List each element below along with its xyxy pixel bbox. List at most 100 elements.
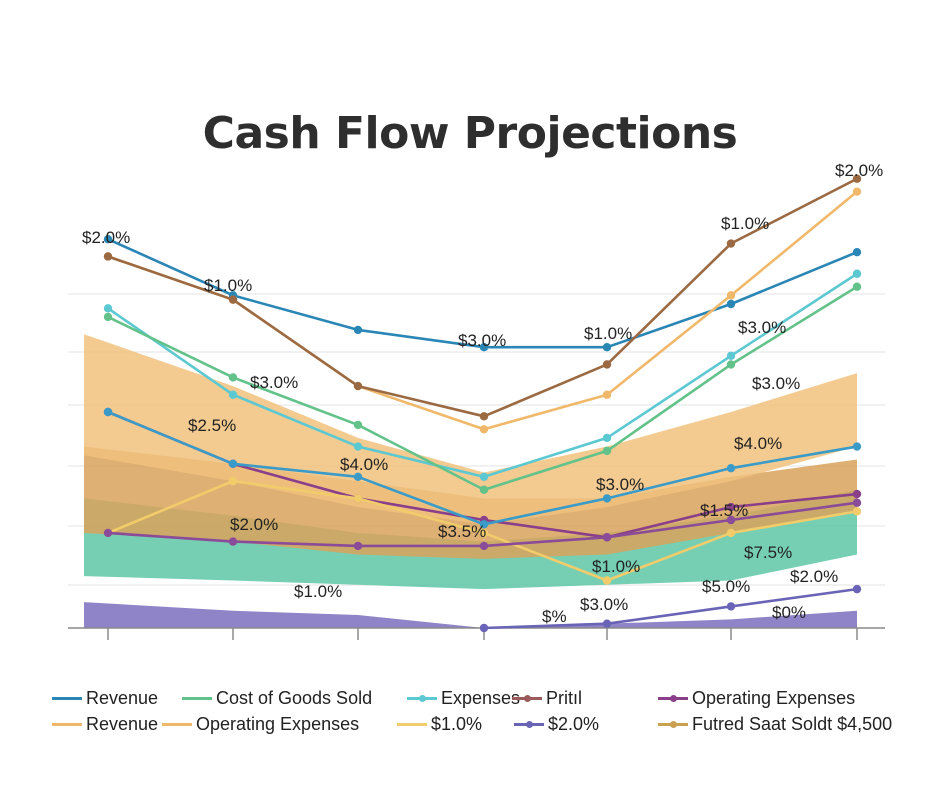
point-s2-6	[852, 174, 862, 183]
point-s3-5	[726, 351, 736, 361]
data-labels: $2.0% $1.0% $3.0% $1.0% $3.0% $1.0% $2.0% $3.0%…	[82, 161, 883, 626]
legend-label-1: Cost of Goods Sold	[216, 688, 373, 708]
point-s5-5	[726, 502, 736, 512]
legend-item-9: Futred Saat Soldt $4,500	[658, 714, 892, 735]
point-s4-3	[479, 485, 489, 494]
chart-plot-area: $2.0% $1.0% $3.0% $1.0% $3.0% $1.0% $2.0% $3.0%…	[68, 161, 885, 640]
chart-title: Cash Flow Projections	[202, 108, 738, 159]
point-s7-0	[103, 407, 113, 417]
point-s5-6	[852, 489, 862, 499]
point-s0-5	[726, 299, 736, 309]
legend-swatch-5	[52, 723, 82, 726]
legend-item-3: Pritıl	[512, 688, 582, 709]
point-s0-3	[479, 343, 489, 352]
point-s4-6	[852, 282, 862, 291]
point-s6-1	[228, 476, 238, 486]
point-s7-1	[228, 459, 238, 469]
legend-item-6: Operating Expenses	[162, 714, 359, 735]
point-s2-4	[602, 360, 612, 369]
point-s1-5	[726, 291, 736, 300]
point-s2-3	[479, 412, 489, 421]
point-s8-1	[228, 537, 238, 546]
data-label-21: $5.0%	[702, 577, 750, 596]
point-s7-2	[353, 472, 363, 481]
point-s7-5	[726, 463, 736, 473]
point-s4-5	[726, 360, 736, 369]
point-s3-0	[103, 304, 113, 313]
point-s2-0	[103, 252, 113, 261]
legend-item-7: $1.0%	[397, 714, 482, 735]
point-s0-4	[602, 343, 612, 352]
point-s9-2	[726, 602, 736, 611]
band-teal	[84, 489, 857, 590]
legend-marker-4	[670, 694, 677, 702]
point-s9-3	[852, 584, 862, 594]
point-s3-2	[353, 442, 363, 451]
data-label-16: $7.5%	[744, 543, 792, 562]
data-label-17: $1.0%	[592, 557, 640, 576]
point-s8-5	[726, 515, 736, 525]
data-label-4: $3.0%	[250, 373, 298, 392]
data-label-11: $4.0%	[734, 434, 782, 453]
legend-item-0: Revenue	[52, 688, 158, 709]
data-label-23: $0%	[772, 603, 806, 622]
point-s1-4	[602, 390, 612, 399]
point-s0-0	[103, 235, 113, 244]
data-label-15: $2.0%	[230, 515, 278, 534]
data-label-18: $1.0%	[294, 582, 342, 601]
point-s3-1	[228, 390, 238, 399]
point-s4-2	[353, 420, 363, 430]
point-s2-2	[353, 381, 363, 391]
point-s6-2	[353, 494, 363, 503]
data-label-22: $2.0%	[790, 567, 838, 586]
data-label-2: $3.0%	[458, 331, 506, 350]
point-s1-6	[852, 187, 862, 196]
legend-label-3: Pritıl	[546, 688, 582, 708]
point-s8-3	[479, 541, 489, 551]
point-s6-4	[602, 576, 612, 585]
data-label-6: $2.0%	[835, 161, 883, 180]
data-label-8: $3.0%	[752, 374, 800, 393]
data-label-0: $2.0%	[82, 228, 130, 247]
data-label-20: $3.0%	[580, 595, 628, 614]
legend-swatch-2	[407, 694, 437, 702]
legend-swatch-0	[52, 697, 82, 700]
legend-marker-3	[524, 694, 531, 702]
legend-label-6: Operating Expenses	[196, 714, 360, 734]
legend-item-2: Expenses	[407, 688, 520, 709]
point-s3-4	[602, 433, 612, 443]
legend-label-2: Expenses	[441, 688, 521, 708]
series-lines	[103, 174, 862, 633]
legend-label-5: Revenue	[86, 714, 159, 734]
legend-label-0: Revenue	[86, 688, 159, 708]
legend-swatch-3	[512, 694, 542, 702]
point-s9-1	[602, 619, 612, 628]
series-line-9	[483, 587, 858, 630]
point-s6-6	[852, 507, 862, 516]
legend-swatch-8	[514, 720, 544, 728]
point-s8-4	[602, 533, 612, 542]
data-label-7: $3.0%	[738, 318, 786, 337]
point-s0-6	[852, 247, 862, 257]
legend-swatch-1	[182, 697, 212, 700]
data-label-3: $1.0%	[584, 324, 632, 343]
legend-label-8: $2.0%	[548, 714, 600, 734]
legend-label-9: Futred Saat Soldt $4,500	[692, 714, 893, 734]
point-s3-3	[479, 472, 489, 481]
x-axis	[68, 627, 885, 640]
data-label-19: $%	[542, 607, 567, 626]
legend-swatch-6	[162, 723, 192, 726]
legend-label-7: $1.0%	[431, 714, 483, 734]
legend-item-4: Operating Expenses	[658, 688, 855, 709]
data-label-13: $3.5%	[438, 522, 486, 541]
point-s2-1	[228, 295, 238, 304]
data-label-10: $4.0%	[340, 455, 388, 474]
legend-swatch-4	[658, 694, 688, 702]
point-s4-4	[602, 446, 612, 456]
legend-item-8: $2.0%	[514, 714, 599, 735]
point-s4-0	[103, 312, 113, 322]
point-s7-4	[602, 494, 612, 503]
point-s0-2	[353, 325, 363, 335]
legend-label-4: Operating Expenses	[692, 688, 856, 708]
data-label-5: $1.0%	[721, 214, 769, 233]
